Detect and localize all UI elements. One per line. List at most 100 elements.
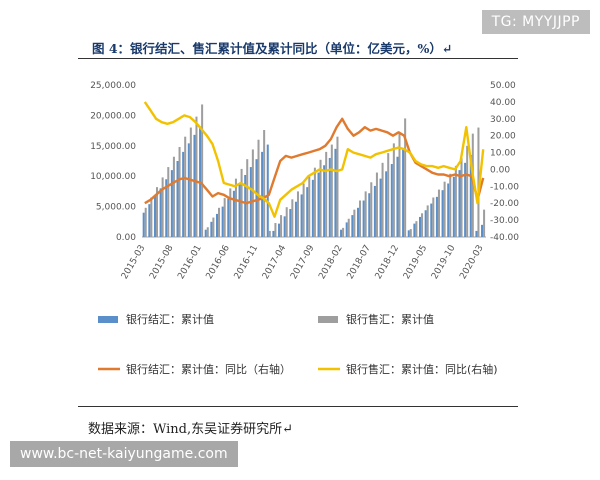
bar-sales [443,181,446,237]
legend-label: 银行售汇：累计值 [346,312,434,326]
bar-sales [172,156,175,237]
bar-sales [370,182,373,237]
bar-sales [263,129,266,237]
x-tick-label: 2018-07 [346,244,373,282]
bar-sales [330,144,333,237]
bar-settlement [232,190,235,237]
bar-settlement [193,134,196,237]
bar-sales [466,145,469,237]
left-tick-label: 10,000.00 [90,172,136,182]
bar-settlement [283,216,286,237]
bar-settlement [142,212,145,237]
legend-label: 银行结汇：累计值：同比（右轴） [126,362,291,376]
line-settlement-yoy [144,117,485,205]
bar-sales [167,167,170,237]
title-divider [78,58,518,59]
bar-settlement [294,201,297,237]
bar-sales [392,143,395,237]
bar-sales [246,159,249,237]
bar-sales [454,165,457,237]
x-tick-label: 2017-04 [261,243,289,281]
bar-sales [449,173,452,237]
bar-sales [251,149,254,237]
bar-settlement [328,157,331,237]
x-tick-label: 2015-08 [148,243,176,281]
bar-settlement [176,161,179,237]
watermark-bottom[interactable]: www.bc-net-kaiyungame.com [10,441,238,467]
bar-settlement [148,204,151,237]
x-tick-label: 2020-03 [458,243,485,281]
bar-settlement [165,179,168,237]
bar-sales [471,133,474,237]
legend-label: 银行售汇：累计值：同比(右轴) [346,362,498,376]
bar-settlement [221,206,224,237]
left-tick-label: 0.00 [116,233,136,243]
bar-settlement [407,230,410,237]
x-tick-label: 2019-05 [402,244,429,282]
x-tick-label: 2018-12 [374,244,401,282]
legend-swatch [318,316,338,323]
bar-sales [409,229,412,237]
bar-sales [268,230,271,237]
bar-settlement [390,164,393,237]
watermark-top: TG: MYYJJPP [481,10,590,34]
bar-settlement [441,190,444,237]
bar-settlement [227,198,230,237]
left-tick-label: 20,000.00 [90,111,136,121]
bar-sales [381,162,384,237]
bar-settlement [317,172,320,237]
bar-settlement [458,170,461,237]
bar-sales [477,127,480,237]
bar-settlement [261,151,264,237]
bar-settlement [289,209,292,237]
x-tick-label: 2018-02 [317,244,344,282]
right-tick-label: -30.00 [490,216,519,226]
bar-settlement [153,195,156,237]
bar-settlement [238,182,241,237]
bar-settlement [356,207,360,237]
legend-swatch [98,316,118,323]
footer-divider [78,406,518,407]
bar-settlement [182,151,185,237]
bar-settlement [362,200,365,237]
bar-settlement [345,222,348,237]
chart-bars [142,104,486,238]
x-tick-label: 2015-03 [120,244,147,282]
bar-settlement [424,210,427,237]
bar-settlement [430,203,433,237]
bar-settlement [373,185,376,237]
chart-lines [143,101,485,218]
bar-settlement [255,159,258,237]
bar-sales [161,177,164,237]
right-tick-label: 10.00 [490,149,516,159]
left-tick-label: 25,000.00 [90,81,136,91]
bar-sales [353,209,356,237]
bar-sales [150,197,153,237]
bar-settlement [447,183,450,237]
legend-label: 银行结汇：累计值 [126,312,214,326]
bar-settlement [159,188,162,237]
bar-sales [234,178,237,237]
bar-settlement [323,165,326,237]
bar-settlement [469,154,472,237]
bar-settlement [244,174,247,237]
right-tick-label: -40.00 [490,233,519,243]
bar-settlement [351,215,354,237]
bar-sales [144,207,147,237]
left-tick-label: 15,000.00 [90,142,136,152]
bar-settlement [475,230,478,237]
bar-sales [296,191,299,237]
bar-sales [212,217,215,237]
bar-sales [325,151,328,237]
x-tick-label: 2017-09 [289,243,317,281]
bar-settlement [215,213,219,237]
bar-settlement [311,179,314,237]
bar-sales [364,191,367,237]
bar-settlement [340,229,343,237]
bar-sales [404,118,407,237]
bar-sales [421,213,424,237]
bar-settlement [187,143,190,237]
bar-sales [201,104,204,238]
